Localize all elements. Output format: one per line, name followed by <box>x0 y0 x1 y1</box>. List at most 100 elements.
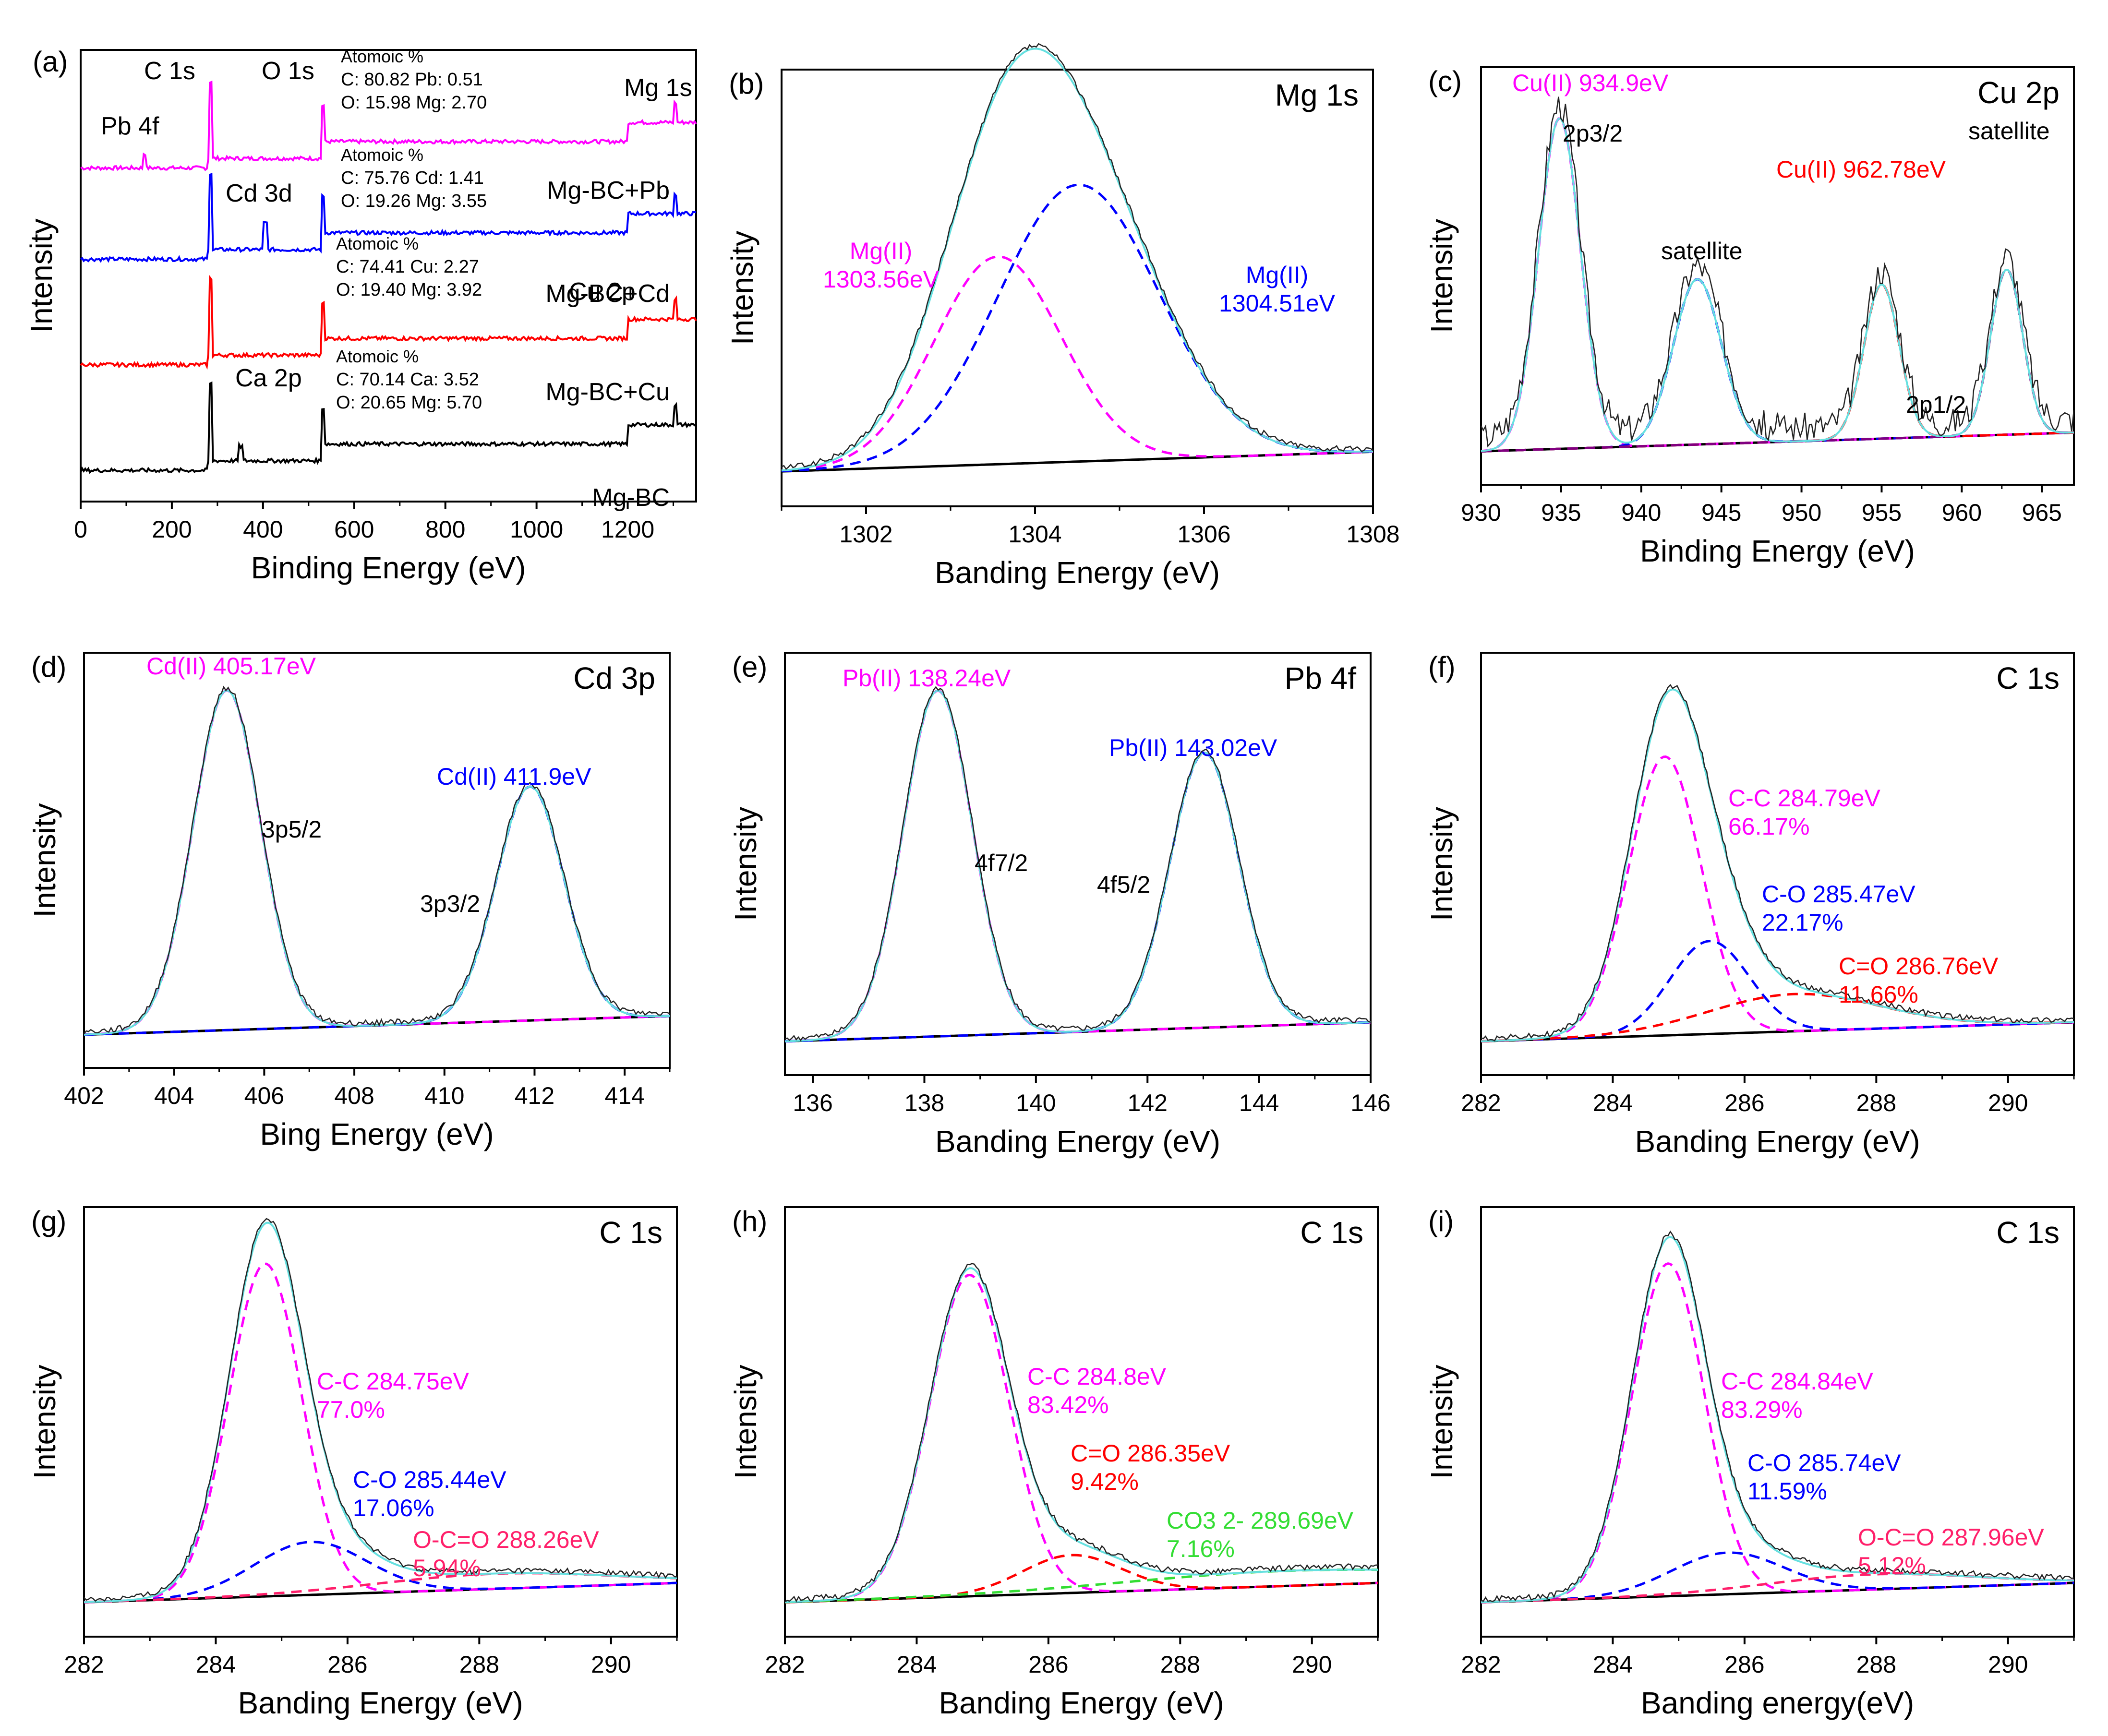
x-tick-label: 144 <box>1239 1089 1279 1116</box>
raw-spectrum <box>784 1263 1378 1603</box>
peak-label: Cu(II) 934.9eV <box>1512 70 1669 96</box>
annotation: satellite <box>1968 118 2050 144</box>
panel-label: (h) <box>732 1205 767 1237</box>
label-line: 11.59% <box>1747 1478 1827 1505</box>
peak-label: O-C=O 288.26eV 5.94% <box>413 1526 599 1581</box>
y-axis-title: Intensity <box>728 1365 763 1479</box>
atomic-title: Atomoic % <box>341 145 423 165</box>
panel-label: (b) <box>729 68 764 100</box>
label-line: Mg(II) <box>1246 262 1309 288</box>
atomic-line: O: 19.40 Mg: 3.92 <box>336 280 482 300</box>
peak-label: C-O 285.44eV 17.06% <box>353 1466 506 1521</box>
x-tick-label: 284 <box>1593 1089 1633 1116</box>
x-tick-label: 1200 <box>601 516 654 543</box>
panel-label: (f) <box>1428 651 1456 683</box>
x-tick-label: 1306 <box>1177 521 1230 548</box>
panel-label: (g) <box>31 1205 66 1237</box>
label-line: 77.0% <box>317 1396 385 1423</box>
peak-label: C 1s <box>144 57 195 85</box>
atomic-line: C: 74.41 Cu: 2.27 <box>336 257 479 277</box>
atomic-line: C: 80.82 Pb: 0.51 <box>341 70 483 90</box>
x-axis-title: Banding Energy (eV) <box>935 1124 1220 1159</box>
plot-frame <box>784 1206 1379 1638</box>
plot-frame <box>784 652 1372 1076</box>
fit-component <box>1481 1551 2074 1604</box>
label-line: C-O 285.74eV <box>1747 1449 1901 1476</box>
panel-c: 930 935 940 945 950 955 960 965 Binding Energy (… <box>1424 65 2075 568</box>
fit-component <box>781 183 1373 473</box>
peak-label: CO3 2- 289.69eV 7.16% <box>1167 1507 1354 1562</box>
label-line: C=O 286.35eV <box>1071 1440 1230 1467</box>
x-tick-label: 406 <box>244 1082 284 1109</box>
x-axis-title: Bing Energy (eV) <box>260 1117 494 1151</box>
x-axis-title: Banding Energy (eV) <box>935 555 1220 590</box>
label-line: 5.94% <box>413 1555 481 1581</box>
annotation: 4f7/2 <box>975 850 1028 876</box>
x-tick-label: 146 <box>1350 1089 1390 1116</box>
fit-envelope <box>784 1267 1378 1604</box>
plot-frame <box>1480 652 2075 1076</box>
annotation: 3p5/2 <box>262 816 322 843</box>
label-line: C-C 284.84eV <box>1721 1368 1873 1395</box>
atomic-line: O: 19.26 Mg: 3.55 <box>341 191 487 211</box>
y-axis-title: Intensity <box>1424 807 1459 921</box>
x-axis-title: Banding energy(eV) <box>1641 1686 1914 1720</box>
fit-envelope <box>784 690 1371 1042</box>
y-axis-title: Intensity <box>725 231 759 345</box>
x-tick-label: 930 <box>1461 499 1501 526</box>
x-tick-label: 288 <box>1856 1651 1896 1678</box>
fit-component <box>1481 940 2074 1043</box>
x-tick-label: 290 <box>1988 1089 2028 1116</box>
x-tick-label: 404 <box>154 1082 194 1109</box>
x-tick-label: 965 <box>2022 499 2062 526</box>
panel-i: 282 284 286 288 290 Banding energy(eV) Intensi… <box>1424 1205 2075 1720</box>
panel-g: 282 284 286 288 290 Banding Energy (eV) Intens… <box>27 1205 678 1720</box>
label-line: 17.06% <box>353 1495 434 1521</box>
plot-frame <box>83 652 671 1069</box>
x-tick-label: 935 <box>1541 499 1581 526</box>
x-tick-label: 282 <box>1461 1089 1501 1116</box>
panel-label: (d) <box>31 651 66 683</box>
x-tick-label: 140 <box>1016 1089 1056 1116</box>
fit-component <box>784 1554 1378 1604</box>
peak-label: C-O 285.47eV 22.17% <box>1762 881 1915 936</box>
y-axis-title: Intensity <box>27 1365 62 1479</box>
x-tick-label: 1304 <box>1008 521 1061 548</box>
x-tick-label: 290 <box>1292 1651 1332 1678</box>
series-name: Mg-BC <box>592 484 670 512</box>
y-axis-title: Intensity <box>24 218 59 333</box>
fit-component <box>1481 1572 2074 1604</box>
annotation: satellite <box>1661 238 1743 264</box>
peak-label: Cd(II) 405.17eV <box>146 653 316 680</box>
series-name: Mg-BC+Cu <box>545 378 670 406</box>
fit-component <box>84 1262 677 1604</box>
x-tick-label: 138 <box>904 1089 944 1116</box>
element-label: Cd 3p <box>573 661 655 695</box>
element-label: C 1s <box>1996 661 2060 695</box>
label-line: 83.29% <box>1721 1396 1803 1423</box>
x-tick-label: 286 <box>1724 1651 1764 1678</box>
x-tick-label: 288 <box>459 1651 499 1678</box>
x-tick-label: 136 <box>793 1089 832 1116</box>
peak-label: Mg(II) 1304.51eV <box>1219 262 1336 317</box>
fit-component <box>84 1572 677 1604</box>
peak-label: C=O 286.35eV 9.42% <box>1071 1440 1230 1495</box>
peak-label: Cd 3d <box>226 180 292 207</box>
atomic-line: O: 15.98 Mg: 2.70 <box>341 93 487 113</box>
x-tick-label: 414 <box>604 1082 644 1109</box>
label-line: 7.16% <box>1167 1535 1235 1562</box>
x-tick-label: 1302 <box>839 521 892 548</box>
label-line: 66.17% <box>1728 813 1810 840</box>
peak-label: Mg 1s <box>624 74 692 102</box>
x-tick-label: 950 <box>1782 499 1821 526</box>
plot-frame <box>1480 1206 2075 1638</box>
x-tick-label: 0 <box>74 516 87 543</box>
label-line: CO3 2- 289.69eV <box>1167 1507 1354 1534</box>
fit-component <box>781 255 1373 472</box>
x-tick-label: 282 <box>1461 1651 1501 1678</box>
atomic-line: C: 70.14 Ca: 3.52 <box>336 370 479 390</box>
x-tick-label: 940 <box>1621 499 1661 526</box>
x-tick-label: 945 <box>1701 499 1741 526</box>
panel-h: 282 284 286 288 290 Banding Energy (eV) Intens… <box>728 1205 1379 1720</box>
plot-frame <box>80 49 697 503</box>
